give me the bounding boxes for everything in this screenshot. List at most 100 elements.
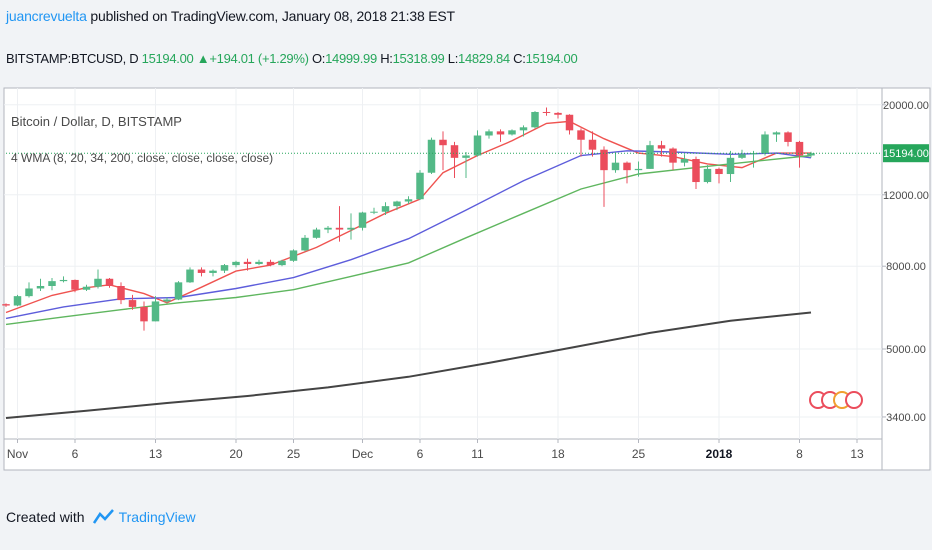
x-tick-label: 25 [632,447,646,461]
candle-body [105,278,114,286]
candle-body [623,162,631,171]
candle-body [335,227,344,230]
event-badges[interactable] [809,391,863,409]
candle [151,296,160,322]
candle-body [692,159,700,183]
candle-body [381,206,390,212]
candle [13,294,22,307]
candle [416,170,424,200]
candle [128,294,137,310]
candle-body [36,285,45,289]
candle-body [577,130,585,140]
candle-body [657,145,666,149]
indicator-legend: 4 WMA (8, 20, 34, 200, close, close, clo… [11,151,273,165]
candle [519,125,528,137]
last-price-label: 15194.00 [883,148,929,160]
candle [485,129,493,139]
candle-body [370,211,378,213]
candle-body [140,306,148,322]
flag-badge-4-icon[interactable] [845,391,863,409]
y-tick-label: 20000.00 [883,100,929,112]
candle [335,206,344,242]
candle [381,202,390,215]
author-link[interactable]: juancrevuelta [6,8,87,24]
x-tick-label: 18 [551,447,565,461]
last-price-marker: 15194.00 [6,144,929,163]
candle-body [13,296,22,306]
candle [784,131,792,147]
candle-body [186,269,194,283]
candle [462,151,470,178]
y-tick-label: 8000.00 [886,261,926,273]
candle [370,207,378,215]
low-label: L: [447,51,459,66]
high-label: H: [380,51,393,66]
candle [807,151,815,158]
last-price-badge [883,144,929,163]
candle-body [312,229,321,238]
open-label: O: [311,51,326,66]
tradingview-brand[interactable]: TradingView [118,509,196,525]
candle [255,259,263,266]
series-line-wma-20 [5,150,812,320]
close-label: C: [513,51,526,66]
candle [450,141,459,178]
candle [427,137,436,175]
candle-body [94,278,102,287]
candle-body [2,304,10,306]
candle [795,140,804,168]
candle-body [59,279,68,282]
candle [301,235,309,252]
candle [209,269,217,277]
candle [404,196,413,204]
candle-body [209,270,217,273]
candle-body [232,261,240,266]
x-tick-label: 20 [229,447,243,461]
candle [186,267,194,283]
tradingview-logo-icon [92,509,114,524]
candle [174,281,183,301]
candle [266,259,275,267]
candle [94,269,102,289]
candle [565,114,574,135]
candle-body [25,288,33,297]
candle [623,161,631,184]
candle [358,211,367,231]
candle-body [301,237,309,251]
candle [278,259,286,267]
candle [163,297,171,303]
candle [738,149,746,160]
ohlc-line: BITSTAMP:BTCUSD, D 15194.00 ▲+194.01 (+1… [6,51,578,66]
candle [726,150,735,183]
grid [4,88,882,439]
candle-body [738,154,746,158]
candle [197,267,206,277]
candle [772,131,781,142]
candle-body [427,139,436,173]
candle [508,129,516,136]
candle [2,303,10,307]
candle [692,156,700,190]
candle-body [324,227,332,230]
published-text: published on TradingView.com, January 08… [90,8,455,24]
candle [347,213,355,240]
candle-body [439,139,447,146]
candle [577,128,585,157]
footer: Created with TradingView [6,508,196,526]
candle-body [151,301,160,322]
candle-body [485,131,493,136]
candle-body [542,111,551,113]
candle [646,140,654,169]
candle-body [473,135,482,156]
candle-body [462,155,470,158]
candle [105,278,114,288]
candle-body [519,127,528,131]
candle [634,161,643,177]
open-value: 14999.99 [325,51,377,66]
candle [496,129,505,142]
chart-frame [3,87,931,471]
candle [140,301,148,331]
candle [243,258,252,271]
candle-body [416,172,424,200]
